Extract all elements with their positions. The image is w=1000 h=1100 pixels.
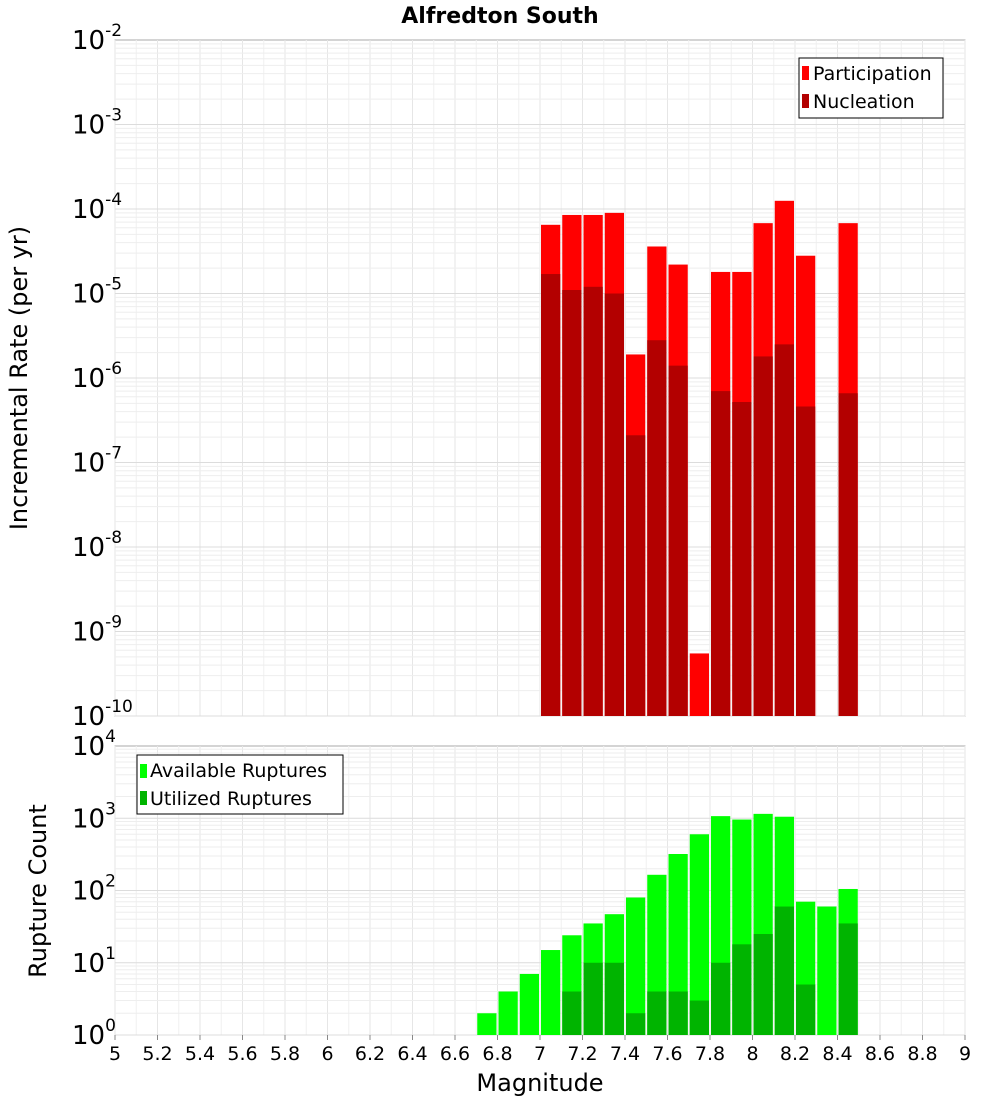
x-tick-label: 8.6 [865, 1043, 895, 1065]
x-tick-label: 5.8 [270, 1043, 300, 1065]
x-tick-label: 7.8 [695, 1043, 725, 1065]
top-y-tick-label: 10-4 [72, 190, 122, 225]
top-grid [114, 40, 966, 717]
x-tick-label: 6.2 [355, 1043, 385, 1065]
top-panel: 10-10 10-9 10-8 10-7 10-6 10-5 10-4 10-3 10-2 In… [5, 21, 966, 732]
bottom-bar-available-ruptures [519, 973, 539, 1035]
top-bar-nucleation [774, 344, 794, 716]
bottom-bar-available-ruptures [541, 950, 561, 1035]
bottom-bar-utilized-ruptures [732, 944, 752, 1035]
top-y-tick-label: 10-9 [72, 613, 122, 648]
top-y-tick-label: 10-8 [72, 528, 122, 563]
top-y-tick-label: 10-10 [72, 697, 133, 732]
top-y-tick-label: 10-2 [72, 21, 122, 56]
top-y-tick-label: 10-7 [72, 444, 122, 479]
top-bar-nucleation [583, 286, 603, 716]
top-bar-nucleation [604, 293, 624, 716]
legend-label-utilized: Utilized Ruptures [150, 788, 312, 810]
bottom-legend-box [136, 754, 344, 815]
bottom-panel: 100 101 102 103 104 5 5.2 5.4 5.6 5.8 6 6.2 6.4 6.6 6… [24, 727, 971, 1097]
top-y-axis-label: Incremental Rate (per yr) [5, 226, 33, 530]
x-tick-label: 7.2 [567, 1043, 597, 1065]
x-ticks: 5 5.2 5.4 5.6 5.8 6 6.2 6.4 6.6 6.8 7 7.2 7.4 7.6 7.8 8… [109, 1035, 971, 1065]
x-tick-label: 7.6 [652, 1043, 682, 1065]
x-tick-label: 7 [534, 1043, 546, 1065]
top-y-ticks: 10-10 10-9 10-8 10-7 10-6 10-5 10-4 10-3 10-2 [72, 21, 133, 732]
top-bar-nucleation [647, 340, 667, 716]
legend-swatch-participation [802, 66, 809, 80]
bottom-bar-utilized-ruptures [647, 991, 667, 1035]
bottom-bar-available-ruptures [498, 991, 518, 1035]
legend-swatch-nucleation [802, 94, 809, 108]
bottom-grid [114, 746, 966, 1036]
bottom-legend: Available Ruptures Utilized Ruptures [136, 754, 344, 815]
legend-label-nucleation: Nucleation [813, 91, 915, 113]
top-y-tick-label: 10-3 [72, 106, 122, 141]
bottom-bar-utilized-ruptures [796, 984, 816, 1035]
bottom-bar-available-ruptures [689, 834, 709, 1035]
x-tick-label: 8.8 [907, 1043, 937, 1065]
x-tick-label: 6.6 [440, 1043, 470, 1065]
x-tick-label: 6.4 [397, 1043, 427, 1065]
bottom-bar-utilized-ruptures [604, 962, 624, 1035]
bottom-bar-available-ruptures [817, 906, 837, 1035]
bottom-bar-available-ruptures [668, 854, 688, 1035]
x-tick-label: 8 [746, 1043, 758, 1065]
legend-label-participation: Participation [813, 63, 932, 85]
top-bar-nucleation [838, 393, 858, 716]
top-bar-participation [689, 653, 709, 716]
x-tick-label: 7.4 [610, 1043, 640, 1065]
bottom-bars [477, 813, 858, 1035]
top-y-tick-label: 10-5 [72, 275, 122, 310]
x-tick-label: 5.4 [185, 1043, 215, 1065]
x-tick-label: 5 [109, 1043, 121, 1065]
top-bar-nucleation [541, 274, 561, 716]
x-tick-label: 6 [321, 1043, 333, 1065]
top-bar-nucleation [732, 402, 752, 716]
bottom-bar-utilized-ruptures [562, 991, 582, 1035]
bottom-bar-utilized-ruptures [838, 923, 858, 1035]
x-tick-label: 6.8 [482, 1043, 512, 1065]
bottom-y-tick-label: 100 [72, 1016, 116, 1051]
x-tick-label: 9 [959, 1043, 971, 1065]
bottom-y-axis-label: Rupture Count [24, 804, 52, 978]
x-tick-label: 8.4 [822, 1043, 852, 1065]
bottom-bar-utilized-ruptures [689, 1000, 709, 1035]
bottom-bar-utilized-ruptures [711, 962, 731, 1035]
top-bar-nucleation [753, 356, 773, 716]
bottom-y-tick-label: 101 [72, 944, 116, 979]
top-bar-nucleation [668, 365, 688, 716]
legend-swatch-available [140, 764, 147, 778]
legend-swatch-utilized [140, 791, 147, 805]
x-tick-label: 8.2 [780, 1043, 810, 1065]
bottom-y-ticks: 100 101 102 103 104 [72, 727, 116, 1051]
top-bar-nucleation [562, 290, 582, 716]
chart-title: Alfredton South [401, 4, 598, 29]
bottom-bar-available-ruptures [477, 1013, 497, 1035]
top-y-tick-label: 10-6 [72, 359, 122, 394]
bottom-bar-utilized-ruptures [774, 906, 794, 1035]
bottom-y-tick-label: 103 [72, 799, 116, 834]
bottom-bar-available-ruptures [626, 897, 646, 1035]
bottom-y-tick-label: 102 [72, 872, 116, 907]
bottom-bar-utilized-ruptures [583, 962, 603, 1035]
top-bars [541, 200, 858, 717]
top-bar-nucleation [796, 406, 816, 716]
top-legend-box [798, 57, 944, 119]
bottom-bar-utilized-ruptures [626, 1013, 646, 1035]
bottom-y-tick-label: 104 [72, 727, 116, 762]
bottom-bar-utilized-ruptures [753, 934, 773, 1035]
x-tick-label: 5.2 [142, 1043, 172, 1065]
legend-label-available: Available Ruptures [150, 760, 327, 782]
x-axis-label: Magnitude [476, 1069, 603, 1097]
top-bar-nucleation [711, 391, 731, 716]
bottom-bar-utilized-ruptures [668, 991, 688, 1035]
top-legend: Participation Nucleation [798, 57, 944, 119]
x-tick-label: 5.6 [227, 1043, 257, 1065]
top-bar-nucleation [626, 435, 646, 716]
